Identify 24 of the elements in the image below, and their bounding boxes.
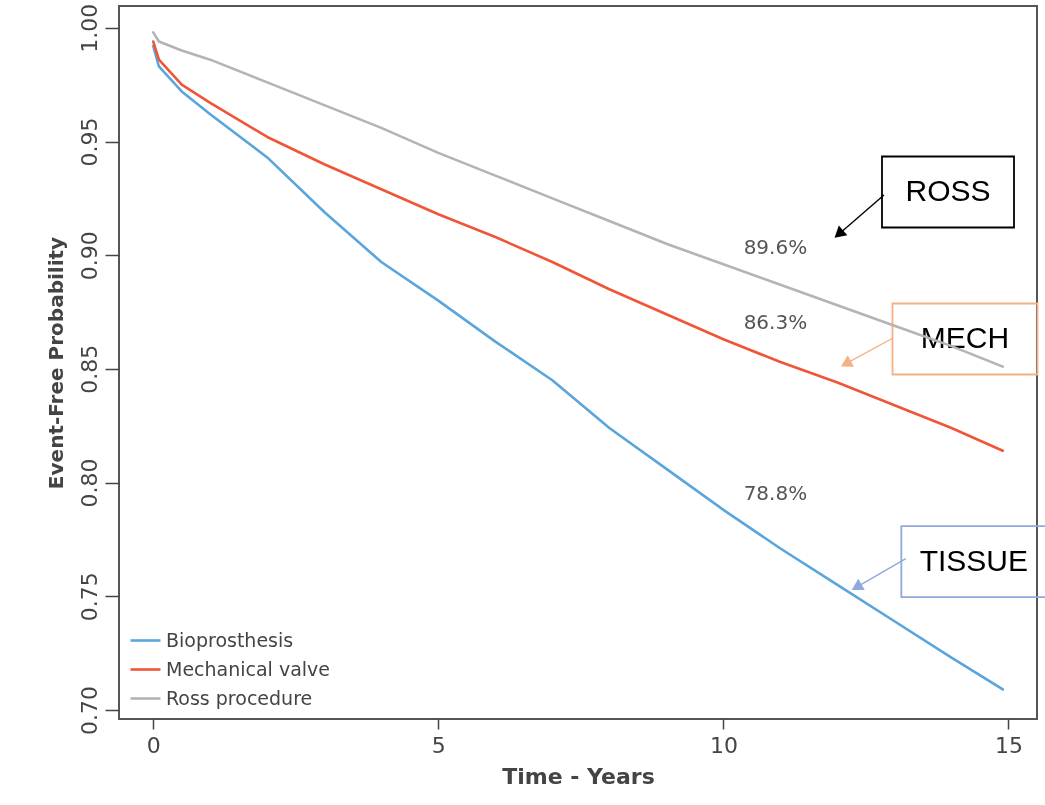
legend-label: Bioprosthesis [166,628,294,651]
annotation: TISSUE [919,543,1029,577]
y-tick-label: 0.70 [76,685,102,735]
y-tick-label: 0.90 [76,231,102,281]
y-tick-label: 1.00 [76,3,102,53]
x-tick-label: 10 [709,732,738,758]
x-tick-label: 0 [146,732,161,758]
legend-label: Ross procedure [166,686,313,709]
data-label: 86.3% [743,310,808,335]
line-series [151,40,1005,453]
y-tick-label: 0.80 [76,458,102,508]
y-tick-label: 0.85 [76,344,102,394]
annotation: MECH [920,321,1010,354]
y-tick-label: 0.75 [76,572,102,622]
x-tick-label: 15 [994,732,1023,758]
y-axis-title: Event-Free Probability [43,236,68,490]
x-axis-title: Time - Years [502,763,655,789]
annotation: ROSS [905,174,991,207]
data-label: 78.8% [743,480,808,505]
x-tick-label: 5 [431,732,446,758]
y-tick-label: 0.95 [76,117,102,167]
line-series [151,31,1005,368]
legend-label: Mechanical valve [166,657,331,680]
data-label: 89.6% [743,235,808,260]
